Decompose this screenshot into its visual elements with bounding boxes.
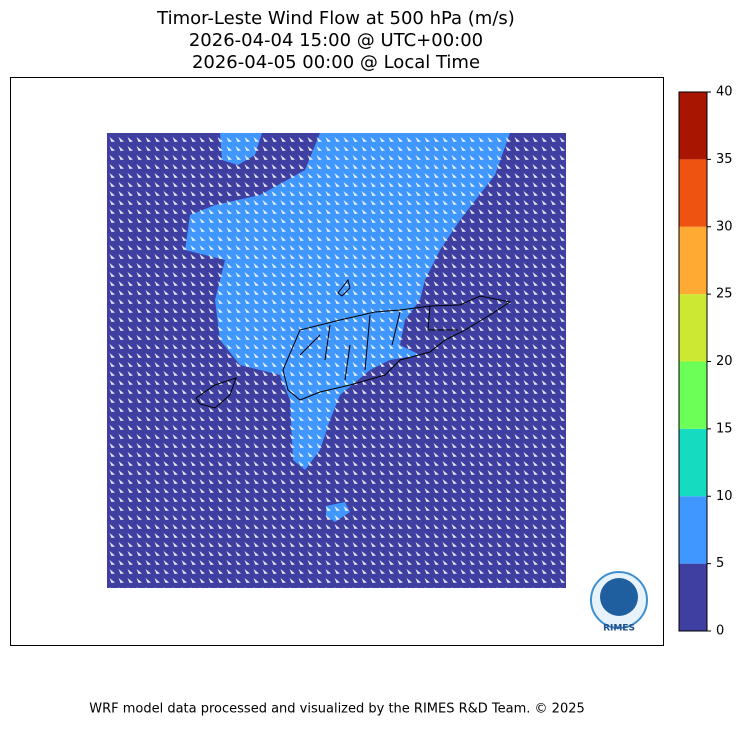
- colorbar-tick-label: 20: [716, 354, 733, 369]
- colorbar-bin: [679, 563, 707, 631]
- logo: RIMES: [590, 571, 648, 634]
- logo-text: RIMES: [603, 624, 635, 634]
- title: 2026-04-05 00:00 @ Local Time: [192, 52, 480, 73]
- logo-globe: [600, 578, 638, 616]
- wind-field: [107, 133, 566, 588]
- colorbar-bin: [679, 92, 707, 160]
- colorbar-tick-label: 35: [716, 152, 733, 167]
- colorbar: 0 5 10 15 20 25 30 35 40: [678, 85, 733, 639]
- colorbar-tick-label: 15: [716, 421, 733, 436]
- coastline: [195, 278, 512, 409]
- colorbar-tick-label: 40: [716, 85, 733, 100]
- colorbar-tick-label: 0: [716, 624, 724, 639]
- colorbar-tick-label: 30: [716, 219, 733, 234]
- colorbar-bin: [679, 294, 707, 362]
- colorbar-bin: [679, 428, 707, 497]
- colorbar-bin: [679, 361, 707, 429]
- colorbar-bin: [679, 226, 707, 295]
- colorbar-tick-label: 5: [716, 556, 724, 571]
- title: 2026-04-04 15:00 @ UTC+00:00: [189, 30, 483, 51]
- colorbar-tick-label: 25: [716, 287, 733, 302]
- footer: WRF model data processed and visualized …: [89, 702, 585, 717]
- colorbar-bin: [679, 159, 707, 227]
- colorbar-bin: [679, 496, 707, 564]
- wind-arrows: [107, 133, 566, 588]
- colorbar-tick-label: 10: [716, 489, 733, 504]
- title: Timor-Leste Wind Flow at 500 hPa (m/s): [156, 8, 515, 29]
